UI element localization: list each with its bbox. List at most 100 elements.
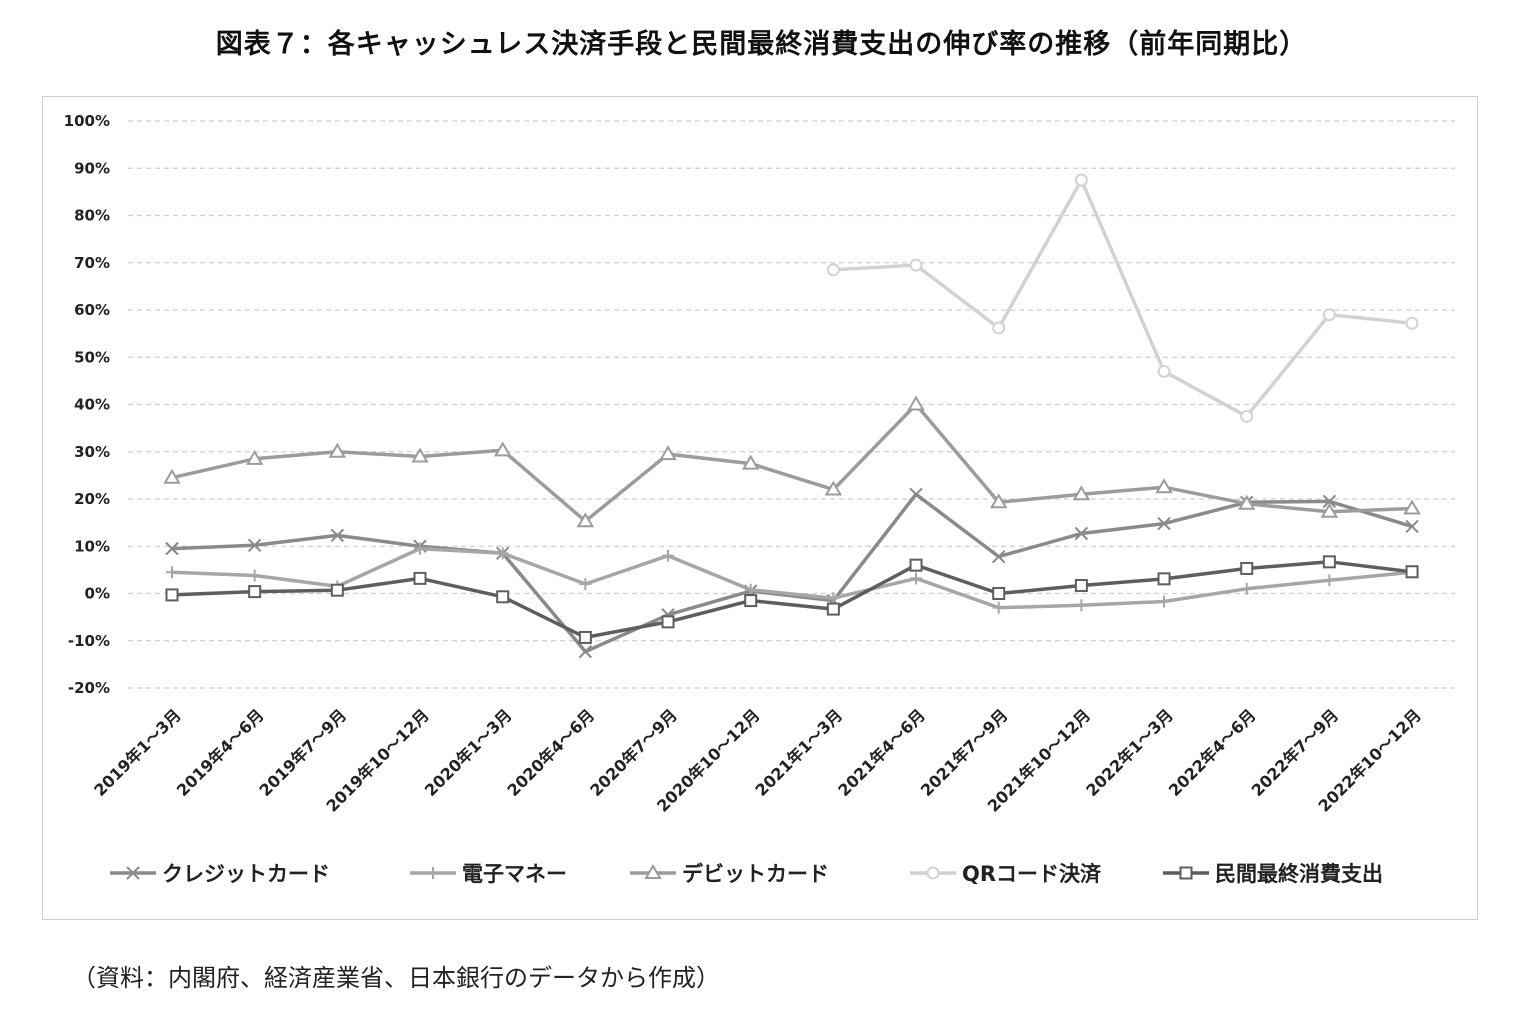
y-tick-label: 40% — [74, 396, 110, 414]
data-point — [413, 571, 427, 585]
legend-marker — [644, 864, 662, 879]
data-point — [1157, 572, 1171, 586]
data-point — [992, 321, 1006, 335]
data-point — [1074, 526, 1089, 541]
marker-stroke — [247, 538, 262, 553]
data-point — [1405, 316, 1419, 330]
data-point — [330, 583, 344, 597]
legend-label: QRコード決済 — [962, 862, 1102, 886]
data-point — [1074, 173, 1088, 187]
marker-stroke — [1157, 516, 1171, 531]
data-point — [992, 601, 1005, 614]
chart-frame — [42, 96, 1478, 920]
data-point — [165, 588, 179, 602]
data-point — [578, 644, 593, 659]
data-point — [1237, 494, 1256, 510]
data-point — [991, 549, 1006, 564]
x-tick-label: 2022年1～3月 — [1082, 705, 1177, 800]
data-point — [1074, 578, 1088, 592]
data-point — [166, 566, 178, 579]
series-square — [165, 555, 1419, 644]
data-point — [992, 587, 1006, 600]
data-point — [1322, 555, 1336, 569]
legend-item: 民間最終消費支出 — [1163, 862, 1383, 886]
data-point — [826, 263, 840, 277]
data-point — [1323, 574, 1336, 587]
series-circle — [826, 173, 1419, 423]
legend-label: 電子マネー — [462, 862, 567, 886]
series-triangle — [163, 395, 1421, 528]
data-point — [1322, 494, 1337, 509]
data-point — [247, 538, 262, 553]
legend-label: 民間最終消費支出 — [1215, 862, 1383, 886]
legend-item: 電子マネー — [410, 862, 567, 886]
legend-label: デビットカード — [682, 862, 829, 886]
data-point — [909, 487, 923, 501]
data-point — [328, 442, 347, 458]
series-x — [165, 487, 1419, 659]
data-point — [248, 569, 261, 582]
legend-item: QRコード決済 — [910, 862, 1102, 886]
y-tick-label: 80% — [74, 207, 110, 225]
y-tick-label: 0% — [85, 585, 110, 603]
y-tick-label: 20% — [74, 490, 110, 508]
source-note: （資料：内閣府、経済産業省、日本銀行のデータから作成） — [72, 964, 720, 992]
x-tick-label: 2021年7～9月 — [917, 705, 1012, 800]
data-point — [1155, 478, 1173, 494]
data-point — [496, 590, 510, 604]
series-line — [833, 178, 1413, 419]
data-point — [909, 558, 923, 572]
data-point — [1072, 485, 1091, 501]
legend-item: クレジットカード — [110, 862, 330, 886]
data-point — [661, 615, 675, 629]
data-point — [165, 541, 179, 556]
y-tick-label: -10% — [68, 632, 110, 650]
chart-title: 図表７：各キャッシュレス決済手段と民間最終消費支出の伸び率の推移（前年同期比） — [215, 29, 1308, 60]
y-tick-label: 50% — [74, 348, 110, 366]
data-point — [827, 592, 840, 605]
data-point — [1158, 595, 1171, 608]
data-point — [578, 630, 592, 644]
data-point — [411, 447, 429, 463]
x-tick-label: 2019年1～3月 — [90, 705, 185, 800]
x-tick-label: 2022年4～6月 — [1165, 705, 1260, 800]
data-point — [989, 493, 1008, 509]
data-point — [248, 585, 262, 599]
series-line — [171, 492, 1413, 654]
data-point — [163, 468, 181, 484]
x-tick-label: 2020年1～3月 — [421, 705, 516, 800]
data-point — [659, 445, 677, 461]
y-tick-label: 30% — [74, 443, 110, 461]
marker-stroke — [330, 528, 345, 543]
data-point — [662, 549, 675, 562]
x-tick-label: 2019年4～6月 — [173, 705, 268, 800]
data-point — [579, 578, 592, 591]
marker-stroke — [909, 487, 923, 501]
data-point — [1075, 599, 1088, 612]
data-point — [907, 395, 925, 411]
data-point — [414, 542, 427, 555]
data-point — [576, 512, 595, 528]
data-point — [910, 572, 923, 585]
marker-stroke — [578, 644, 593, 659]
x-tick-label: 2021年4～6月 — [834, 705, 929, 800]
series-line — [171, 402, 1413, 523]
data-point — [909, 258, 923, 272]
data-point — [744, 583, 757, 596]
data-point — [245, 449, 264, 465]
data-point — [1320, 502, 1339, 518]
data-point — [1403, 499, 1421, 515]
y-tick-label: 60% — [74, 301, 110, 319]
data-point — [330, 528, 345, 543]
y-tick-label: 100% — [64, 112, 110, 130]
x-tick-label: 2020年7～9月 — [586, 705, 681, 800]
series-plus — [166, 542, 1419, 614]
marker-stroke — [1074, 526, 1089, 541]
data-point — [741, 454, 760, 470]
data-point — [1322, 308, 1336, 322]
y-tick-label: 10% — [74, 537, 110, 555]
data-point — [824, 480, 843, 496]
data-point — [1405, 519, 1419, 534]
data-point — [1240, 561, 1254, 575]
